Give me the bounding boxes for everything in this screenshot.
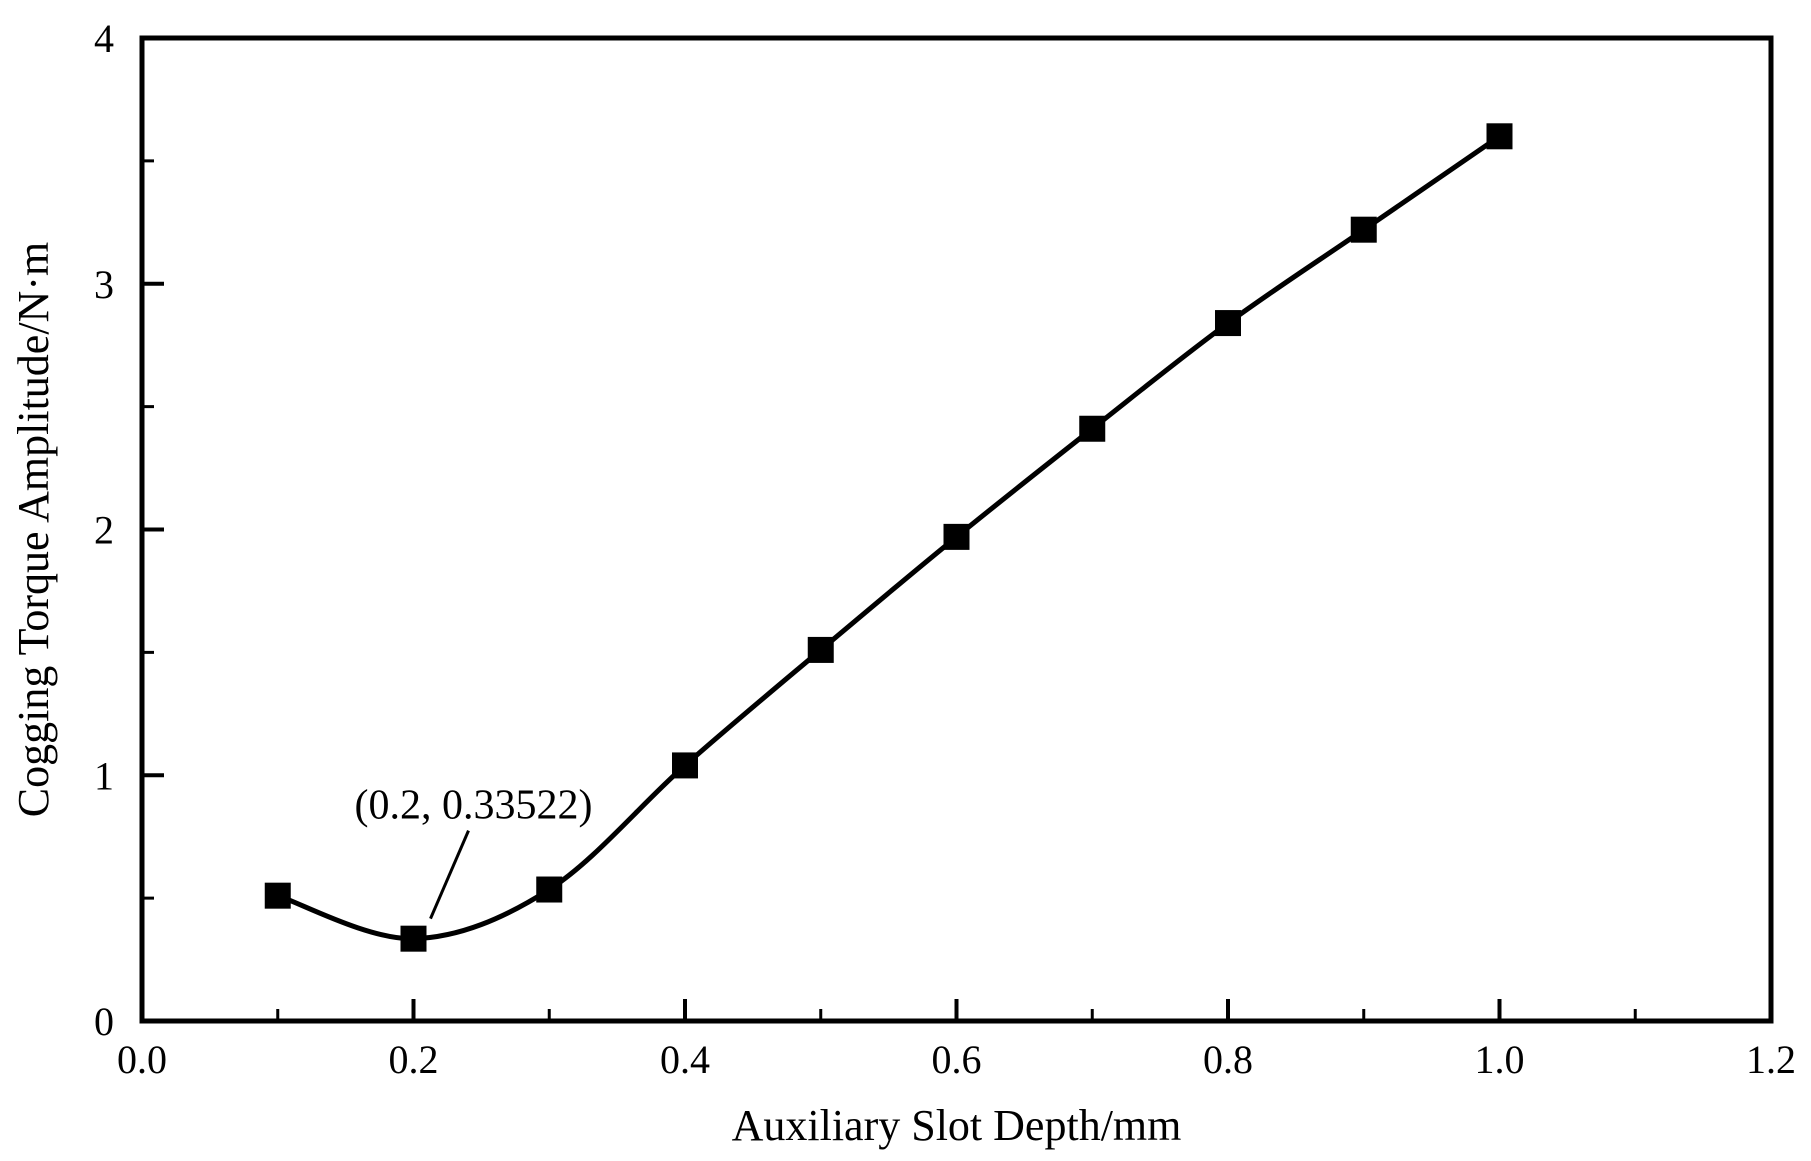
x-tick-label: 0.8 bbox=[1203, 1037, 1253, 1082]
data-point-marker bbox=[672, 752, 698, 779]
data-point-marker bbox=[1350, 216, 1377, 243]
y-axis-ticks: 0 1 2 3 4 bbox=[94, 16, 164, 1044]
x-tick-label: 0.2 bbox=[389, 1037, 439, 1082]
x-tick-label: 1.0 bbox=[1475, 1037, 1525, 1082]
data-point-marker bbox=[264, 882, 291, 909]
annotation-label: (0.2, 0.33522) bbox=[355, 783, 593, 829]
y-tick-label: 3 bbox=[94, 262, 114, 307]
data-point-marker bbox=[1079, 415, 1106, 442]
x-axis-title: Auxiliary Slot Depth/mm bbox=[732, 1101, 1182, 1150]
x-tick-label: 1.2 bbox=[1746, 1037, 1796, 1082]
x-tick-label: 0.6 bbox=[932, 1037, 982, 1082]
x-tick-label: 0.0 bbox=[117, 1037, 167, 1082]
data-point-marker bbox=[807, 636, 834, 663]
x-tick-label: 0.4 bbox=[660, 1037, 710, 1082]
y-axis-title: Cogging Torque Amplitude/N·m bbox=[9, 242, 58, 817]
series-markers bbox=[264, 123, 1513, 952]
series-line bbox=[275, 133, 1502, 942]
y-tick-label: 2 bbox=[94, 508, 114, 553]
data-point-marker bbox=[536, 876, 563, 903]
x-axis-ticks: 0.0 0.2 0.4 0.6 0.8 1.0 1.2 bbox=[117, 999, 1796, 1082]
data-point-marker bbox=[400, 925, 427, 952]
annotation-leader-line bbox=[429, 830, 470, 920]
data-point-marker bbox=[1486, 123, 1513, 150]
data-point-marker bbox=[1215, 310, 1241, 337]
y-tick-label: 4 bbox=[94, 16, 114, 61]
y-tick-label: 0 bbox=[94, 999, 114, 1044]
y-tick-label: 1 bbox=[94, 753, 114, 798]
data-point-marker bbox=[943, 523, 970, 550]
